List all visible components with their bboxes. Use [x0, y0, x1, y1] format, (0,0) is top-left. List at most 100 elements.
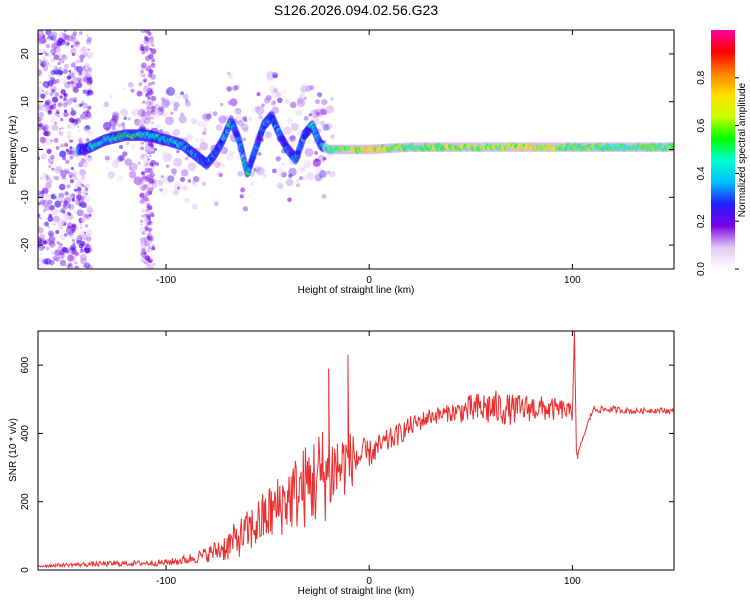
spectrogram-noise-cell — [53, 54, 60, 61]
spectrogram-noise-cell — [250, 105, 260, 115]
spectrogram-noise-cell — [50, 85, 57, 92]
spectrogram-noise-cell — [67, 134, 72, 139]
spectrogram-noise-cell — [47, 110, 52, 116]
spectrogram-noise-cell — [38, 139, 42, 143]
spectrogram-noise-cell — [187, 162, 197, 171]
spectrogram-noise-cell — [59, 209, 63, 213]
spectrogram-noise-cell — [258, 114, 263, 120]
spectrogram-noise-cell — [47, 226, 50, 229]
spectrogram-ytick-label: 20 — [20, 48, 31, 60]
spectrogram-noise-cell — [47, 199, 53, 205]
snr-xtick-label: -100 — [156, 576, 176, 587]
spectrogram-noise-cell — [182, 185, 188, 191]
spectrogram-noise-cell — [276, 167, 285, 177]
spectrogram-noise-cell — [79, 169, 86, 176]
spectrogram-noise-cell — [177, 186, 181, 190]
spectrogram-noise-cell — [284, 99, 290, 104]
spectrogram-noise-cell — [75, 43, 80, 49]
spectrogram-noise-cell — [122, 151, 128, 157]
spectrogram-noise-cell — [120, 108, 129, 117]
spectrogram-noise-cell — [84, 128, 90, 134]
spectrogram-noise-cell — [149, 36, 154, 41]
snr-xtick-label: 100 — [564, 576, 581, 587]
spectrogram-noise-cell — [59, 242, 63, 247]
spectrogram-noise-cell — [45, 30, 52, 36]
spectrogram-noise-cell — [184, 197, 190, 204]
spectrogram-noise-cell — [229, 151, 234, 156]
spectrogram-noise-cell — [66, 34, 74, 42]
spectrogram-noise-cell — [145, 37, 149, 42]
spectrogram-noise-cell — [53, 193, 57, 197]
spectrogram-noise-cell — [138, 118, 148, 128]
spectrogram-noise-cell — [150, 109, 156, 114]
spectrogram-noise-cell — [322, 110, 328, 116]
spectrogram-noise-cell — [235, 155, 241, 161]
spectrogram-noise-cell — [174, 183, 182, 192]
spectrogram-noise-cell — [143, 85, 151, 93]
spectrogram-noise-cell — [170, 168, 177, 175]
spectrogram-noise-cell — [72, 152, 78, 157]
spectrogram-noise-cell — [83, 185, 86, 188]
spectrogram-noise-cell — [86, 155, 93, 162]
spectrogram-noise-cell — [187, 179, 192, 183]
spectrogram-noise-cell — [151, 95, 157, 102]
spectrogram-noise-cell — [290, 122, 299, 131]
spectrogram-noise-cell — [143, 218, 150, 225]
spectrogram-noise-cell — [145, 116, 149, 120]
spectrogram-noise-cell — [147, 203, 150, 206]
spectrogram-xtick-label: -100 — [156, 275, 176, 286]
spectrogram-noise-cell — [78, 161, 84, 168]
spectrogram-noise-cell — [64, 233, 68, 237]
spectrogram-noise-cell — [205, 113, 212, 120]
spectrogram-noise-cell — [79, 160, 84, 165]
spectrogram-noise-cell — [84, 76, 91, 84]
spectrogram-noise-cell — [68, 139, 73, 143]
spectrogram-noise-cell — [265, 94, 272, 101]
spectrogram-noise-cell — [54, 105, 62, 113]
spectrogram-noise-cell — [81, 72, 88, 79]
spectrogram-noise-cell — [317, 92, 323, 98]
spectrogram-noise-cell — [79, 248, 85, 254]
spectrogram-noise-cell — [213, 201, 219, 207]
spectrogram-noise-cell — [38, 201, 41, 206]
spectrogram-noise-cell — [144, 167, 150, 173]
spectrogram-noise-cell — [145, 68, 149, 72]
spectrogram-noise-cell — [38, 156, 41, 161]
spectrogram-noise-cell — [304, 147, 314, 157]
spectrogram-noise-cell — [139, 199, 145, 205]
spectrogram-noise-cell — [47, 109, 53, 114]
spectrogram-noise-cell — [247, 116, 253, 121]
spectrogram-noise-cell — [39, 136, 46, 143]
spectrogram-noise-cell — [45, 246, 50, 251]
spectrogram-noise-cell — [49, 35, 54, 41]
spectrogram-noise-cell — [59, 259, 67, 267]
spectrogram-noise-cell — [39, 199, 47, 207]
spectrogram-noise-cell — [49, 259, 55, 266]
spectrogram-noise-cell — [314, 173, 323, 182]
spectrogram-noise-cell — [69, 175, 72, 178]
spectrogram-noise-cell — [41, 141, 46, 146]
spectrogram-noise-cell — [87, 55, 91, 60]
spectrogram-noise-cell — [52, 64, 59, 71]
spectrogram-noise-cell — [68, 117, 75, 123]
spectrogram-noise-cell — [314, 151, 319, 155]
spectrogram-noise-cell — [39, 216, 43, 220]
spectrogram-noise-cell — [74, 261, 78, 265]
spectrogram-noise-cell — [242, 116, 248, 121]
spectrogram-noise-cell — [55, 78, 61, 84]
spectrogram-noise-cell — [143, 251, 148, 256]
spectrogram-noise-cell — [112, 112, 120, 120]
spectrogram-noise-cell — [68, 232, 75, 239]
spectrogram-noise-cell — [54, 121, 58, 125]
spectrogram-noise-cell — [64, 196, 71, 204]
spectrogram-noise-cell — [77, 76, 83, 82]
spectrogram-noise-cell — [89, 84, 93, 89]
spectrogram-noise-cell — [50, 154, 55, 160]
spectrogram-noise-cell — [150, 48, 157, 55]
spectrogram-noise-cell — [166, 86, 176, 96]
spectrogram-noise-cell — [119, 145, 124, 150]
spectrogram-noise-cell — [71, 52, 75, 56]
spectrogram-noise-cell — [53, 103, 56, 106]
spectrogram-noise-cell — [147, 264, 152, 269]
spectrogram-noise-cell — [62, 203, 67, 208]
